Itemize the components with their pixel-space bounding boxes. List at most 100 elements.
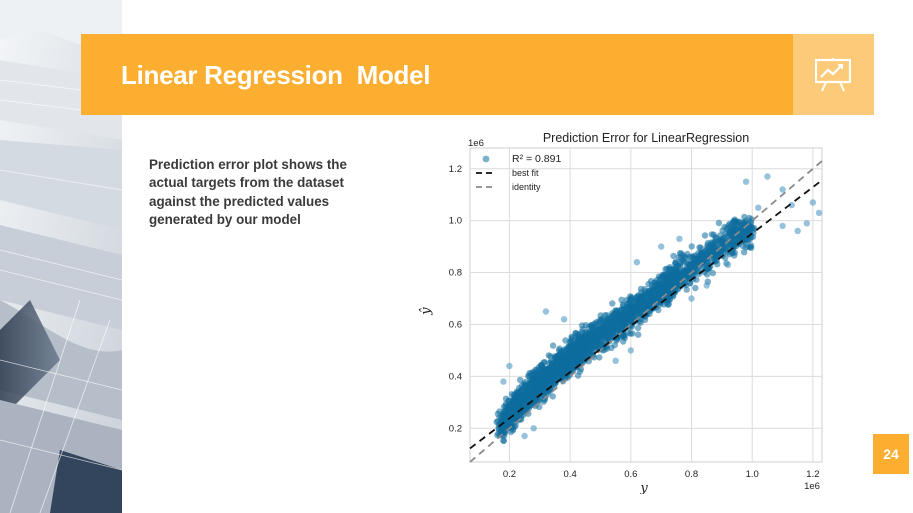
x-tick-label: 0.8 (685, 469, 698, 480)
data-point (693, 256, 700, 263)
data-point (715, 219, 723, 227)
data-point (670, 252, 677, 260)
data-point (696, 244, 703, 251)
data-point (501, 413, 508, 420)
y-scale-label: 1e6 (468, 138, 484, 149)
page-number: 24 (873, 434, 909, 474)
data-point (525, 392, 533, 399)
data-point (501, 408, 508, 415)
data-point (641, 296, 648, 304)
y-tick-label: 0.4 (449, 371, 462, 382)
x-tick-label: 1.0 (746, 469, 759, 480)
y-axis-label: ŷ (419, 307, 434, 316)
prediction-error-chart: Prediction Error for LinearRegression 1e… (410, 128, 830, 494)
data-point (559, 360, 566, 367)
data-point (514, 413, 521, 420)
x-tick-label: 0.6 (624, 469, 637, 480)
data-point (751, 224, 758, 232)
data-point (596, 354, 603, 361)
data-point (746, 244, 754, 251)
data-point (571, 348, 578, 355)
data-point (716, 236, 724, 243)
data-point (703, 282, 710, 289)
data-point (690, 269, 697, 276)
data-point (580, 354, 588, 361)
data-point (568, 333, 575, 340)
data-point (636, 300, 644, 307)
data-point (536, 374, 543, 381)
data-point (725, 222, 733, 229)
chart-title: Prediction Error for LinearRegression (543, 131, 749, 145)
x-axis-label: y (639, 481, 648, 494)
y-tick-label: 0.2 (449, 423, 462, 434)
data-point (607, 315, 615, 323)
data-point (665, 276, 672, 283)
data-point (714, 261, 721, 268)
data-point (611, 325, 618, 332)
data-point (658, 243, 665, 250)
data-point (625, 329, 632, 336)
best-fit-line (469, 179, 823, 450)
y-tick-label: 0.8 (449, 268, 462, 279)
data-point (529, 376, 536, 383)
data-point (548, 360, 556, 367)
data-point (542, 308, 550, 315)
data-point (742, 178, 750, 185)
data-point (500, 437, 507, 444)
data-point (628, 309, 635, 316)
data-point (688, 295, 695, 302)
data-point (529, 370, 537, 377)
data-point (672, 258, 679, 266)
data-point (676, 235, 683, 242)
data-point (557, 365, 564, 372)
data-point (517, 401, 524, 409)
data-point (660, 282, 667, 289)
data-point (755, 204, 762, 211)
data-point (726, 228, 733, 236)
data-point (719, 227, 726, 234)
data-point (609, 310, 616, 317)
data-point (670, 278, 677, 285)
title-banner: Linear Regression Model (81, 34, 793, 115)
data-point (634, 324, 642, 332)
data-point (671, 268, 679, 276)
data-point (506, 362, 513, 370)
data-point (637, 310, 644, 317)
data-point (740, 249, 748, 256)
data-point (692, 284, 699, 292)
data-point (521, 432, 528, 440)
data-point (779, 222, 786, 230)
legend: R² = 0.891 best fit identity (476, 153, 561, 192)
data-point (623, 296, 630, 304)
data-point (672, 284, 679, 291)
data-point (609, 300, 616, 307)
data-point (815, 209, 823, 217)
data-point (560, 316, 568, 323)
data-point (642, 303, 649, 310)
data-point (794, 227, 801, 235)
data-point (788, 201, 795, 209)
data-point (546, 366, 553, 374)
data-point (540, 384, 547, 391)
data-point (538, 361, 545, 368)
y-tick-label: 1.0 (449, 216, 462, 227)
data-point (678, 250, 685, 257)
data-point (559, 353, 566, 361)
data-point (568, 356, 575, 364)
data-point (635, 331, 642, 338)
points-layer (493, 173, 823, 444)
data-point (612, 357, 619, 364)
x-tick-label: 0.2 (503, 469, 516, 480)
data-point (809, 199, 817, 206)
data-point (593, 341, 601, 348)
y-tick-label: 1.2 (449, 164, 462, 175)
y-tick-label: 0.6 (449, 319, 462, 330)
description-text: Prediction error plot shows the actual t… (149, 157, 347, 227)
presentation-chart-icon (815, 58, 851, 92)
data-point (620, 317, 628, 325)
data-point (507, 408, 515, 416)
data-point (577, 346, 585, 353)
data-point (546, 376, 553, 383)
legend-label: R² = 0.891 (512, 153, 561, 165)
data-point (704, 249, 712, 256)
